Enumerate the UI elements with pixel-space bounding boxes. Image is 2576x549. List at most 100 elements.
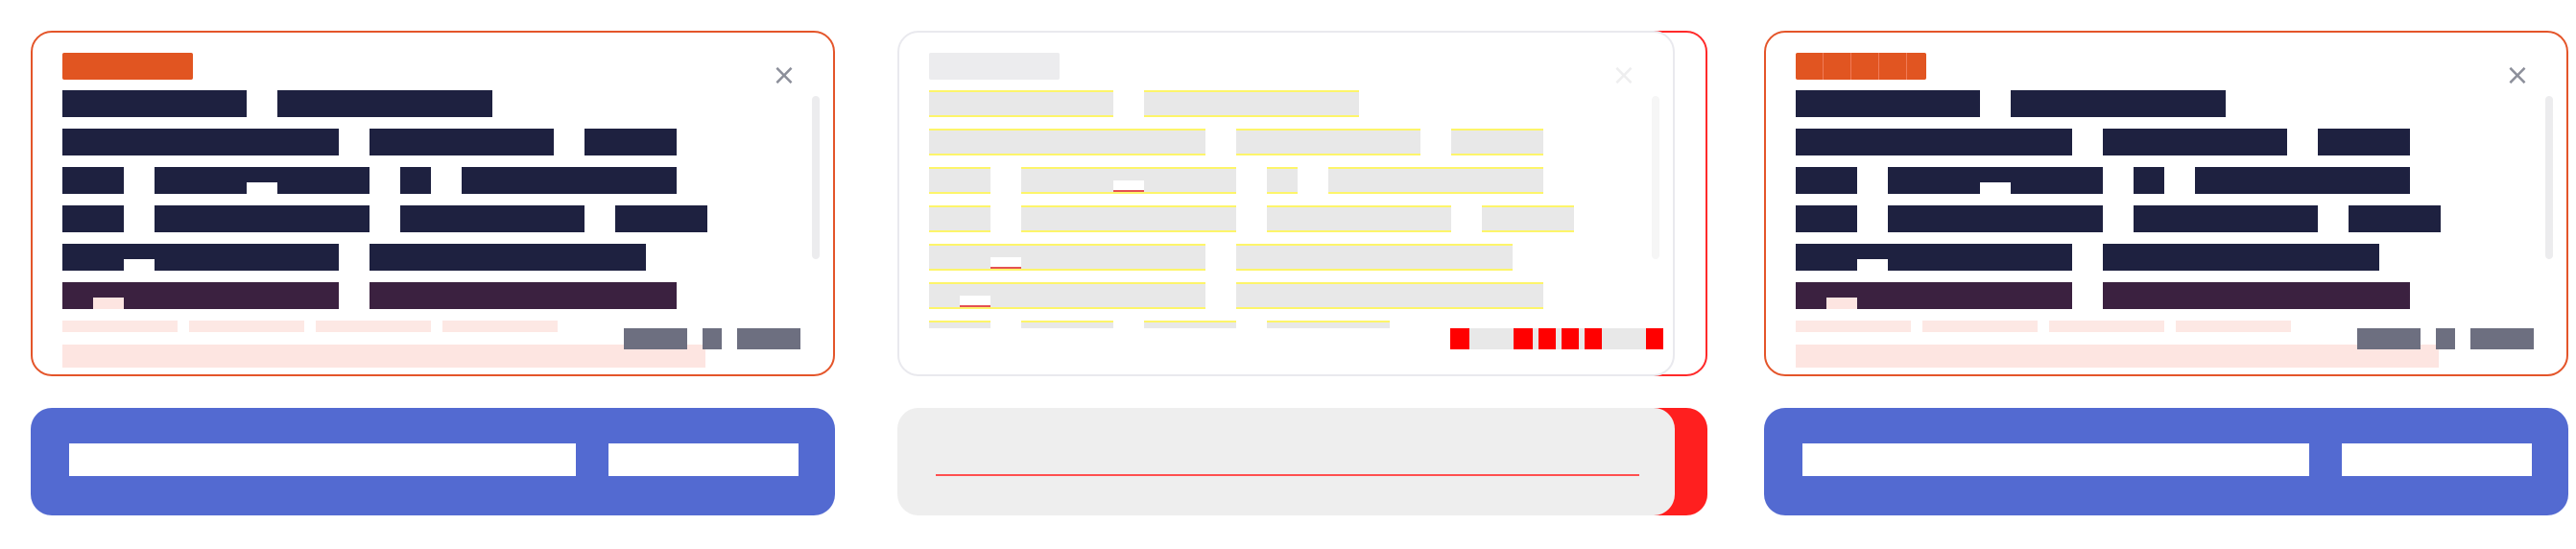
text-line <box>1888 167 2103 194</box>
footer-button[interactable] <box>1579 328 1585 349</box>
debug-mark <box>1562 328 1579 349</box>
footer-button[interactable] <box>1533 328 1538 349</box>
text-line <box>1021 167 1236 194</box>
text-notch <box>1857 259 1888 271</box>
panel-normal-right: × <box>1733 0 2576 549</box>
scrollbar[interactable] <box>1652 96 1659 259</box>
selected-text-line <box>2103 282 2410 309</box>
send-button[interactable] <box>2342 443 2532 476</box>
footer-button[interactable] <box>1469 328 1514 349</box>
message-input[interactable] <box>1802 443 2309 476</box>
debug-mark <box>1538 328 1556 349</box>
text-line <box>615 205 707 232</box>
text-line <box>1267 167 1298 194</box>
text-line <box>1796 244 2072 271</box>
dialog-badge <box>62 53 193 80</box>
text-line <box>1482 205 1574 232</box>
text-line <box>62 244 339 271</box>
text-line <box>1888 205 2103 232</box>
fade-lines <box>62 321 561 332</box>
selected-row <box>62 345 705 368</box>
text-line <box>1328 167 1543 194</box>
text-line <box>929 244 1205 271</box>
text-line <box>400 205 584 232</box>
text-line <box>1236 129 1420 155</box>
action-bar <box>1764 408 2568 515</box>
send-button[interactable] <box>608 443 799 476</box>
text-line <box>277 90 492 117</box>
selected-text-line <box>1796 282 2072 309</box>
scrollbar[interactable] <box>2545 96 2553 259</box>
text-notch <box>1826 298 1857 309</box>
footer-button[interactable] <box>2436 328 2455 349</box>
text-line <box>2195 167 2410 194</box>
text-line <box>929 205 990 232</box>
selected-row <box>1796 345 2439 368</box>
footer-button[interactable] <box>703 328 722 349</box>
text-notch <box>990 257 1021 269</box>
debug-mark <box>1450 328 1469 349</box>
selected-text-line <box>370 282 677 309</box>
panel-debug-middle: × <box>867 0 1709 549</box>
text-line <box>1796 129 2072 155</box>
text-line <box>2349 205 2441 232</box>
dialog-card: × <box>31 31 835 376</box>
text-line <box>1144 90 1359 117</box>
message-input[interactable] <box>936 443 1443 476</box>
panel-normal-left: × <box>0 0 843 549</box>
text-line <box>1021 205 1236 232</box>
text-line <box>929 90 1113 117</box>
footer-button[interactable] <box>2357 328 2421 349</box>
text-line <box>1021 321 1113 328</box>
text-line <box>1267 205 1451 232</box>
text-line <box>62 129 339 155</box>
footer-button[interactable] <box>624 328 687 349</box>
text-line <box>2103 129 2287 155</box>
send-button[interactable] <box>1443 443 1639 476</box>
dialog-footer <box>624 328 800 349</box>
text-line <box>155 205 370 232</box>
fade-lines <box>1796 321 2295 332</box>
dialog-footer <box>1450 328 1663 349</box>
message-input[interactable] <box>69 443 576 476</box>
text-line <box>62 205 124 232</box>
text-line <box>370 129 554 155</box>
action-bar <box>897 408 1675 515</box>
text-line <box>370 244 646 271</box>
selected-text-line <box>62 282 339 309</box>
text-line <box>2134 167 2164 194</box>
text-line <box>1236 282 1543 309</box>
text-line <box>155 167 370 194</box>
text-line <box>1796 90 1980 117</box>
text-line <box>400 167 431 194</box>
text-line <box>2318 129 2410 155</box>
text-notch <box>93 298 124 309</box>
text-notch <box>960 296 990 307</box>
footer-button[interactable] <box>737 328 800 349</box>
action-bar <box>31 408 835 515</box>
text-line <box>1144 321 1236 328</box>
text-line <box>62 90 247 117</box>
text-line <box>929 167 990 194</box>
footer-button[interactable] <box>1602 328 1646 349</box>
dialog-badge <box>929 53 1060 80</box>
text-line <box>1236 244 1513 271</box>
text-notch <box>124 259 155 271</box>
text-line <box>62 167 124 194</box>
scrollbar[interactable] <box>812 96 820 259</box>
dialog-card: × <box>897 31 1675 376</box>
dialog-content <box>1796 90 2468 369</box>
close-icon[interactable]: × <box>1611 59 1636 92</box>
debug-mark <box>1514 328 1533 349</box>
dialog-content <box>62 90 734 369</box>
text-notch <box>1113 180 1144 192</box>
footer-button[interactable] <box>2470 328 2534 349</box>
footer-button[interactable] <box>1556 328 1562 349</box>
text-line <box>462 167 677 194</box>
text-line <box>2011 90 2226 117</box>
text-line <box>2103 244 2379 271</box>
close-icon[interactable]: × <box>2505 59 2530 92</box>
dialog-footer <box>2357 328 2534 349</box>
text-line <box>1796 205 1857 232</box>
close-icon[interactable]: × <box>772 59 797 92</box>
